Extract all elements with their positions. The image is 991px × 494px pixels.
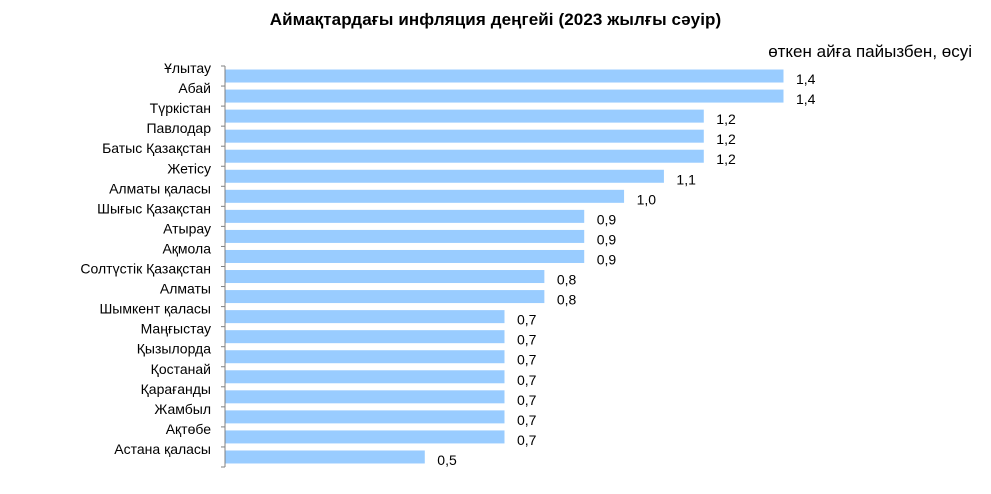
value-label: 0,9 bbox=[597, 251, 617, 267]
category-label: Батыс Қазақстан bbox=[102, 140, 211, 156]
category-label: Шымкент қаласы bbox=[99, 301, 211, 317]
chart-subtitle: өткен айға пайызбен, өсуі bbox=[768, 42, 972, 61]
category-label: Қызылорда bbox=[137, 341, 211, 357]
bar bbox=[225, 310, 505, 324]
bar bbox=[225, 169, 664, 183]
value-label: 0,7 bbox=[517, 392, 537, 408]
value-label: 0,7 bbox=[517, 332, 537, 348]
category-label: Алматы қаласы bbox=[109, 180, 211, 196]
value-label: 1,4 bbox=[796, 91, 816, 107]
bar bbox=[225, 129, 704, 143]
category-label: Атырау bbox=[163, 220, 211, 236]
chart-title: Аймақтардағы инфляция деңгейі (2023 жылғ… bbox=[269, 10, 722, 29]
bar bbox=[225, 249, 585, 263]
bar bbox=[225, 270, 545, 284]
bar bbox=[225, 109, 704, 123]
value-label: 0,7 bbox=[517, 312, 537, 328]
bar bbox=[225, 69, 784, 83]
bar bbox=[225, 410, 505, 424]
category-label: Ұлытау bbox=[164, 60, 211, 76]
category-label: Алматы bbox=[160, 281, 211, 297]
bar bbox=[225, 229, 585, 243]
category-label: Маңғыстау bbox=[141, 321, 211, 337]
bar bbox=[225, 350, 505, 364]
bar bbox=[225, 149, 704, 163]
value-label: 0,7 bbox=[517, 412, 537, 428]
value-label: 1,4 bbox=[796, 71, 816, 87]
category-label: Ақтөбе bbox=[166, 421, 212, 437]
value-label: 0,8 bbox=[557, 292, 577, 308]
category-label: Түркістан bbox=[150, 100, 211, 116]
bar bbox=[225, 209, 585, 223]
value-label: 0,9 bbox=[597, 211, 617, 227]
value-label: 0,5 bbox=[437, 452, 457, 468]
category-label: Қостанай bbox=[151, 361, 211, 377]
bar bbox=[225, 330, 505, 344]
bar bbox=[225, 89, 784, 103]
category-label: Ақмола bbox=[162, 240, 211, 256]
bars-layer bbox=[225, 69, 784, 464]
value-label: 0,9 bbox=[597, 231, 617, 247]
value-labels: 1,4 1,4 1,2 1,2 1,2 1,1 1,0 0,9 0,9 0,9 0,8 0,8 0,7 0… bbox=[437, 71, 815, 468]
value-label: 0,7 bbox=[517, 432, 537, 448]
category-label: Солтүстік Қазақстан bbox=[80, 261, 211, 277]
value-label: 1,2 bbox=[716, 131, 736, 147]
value-label: 0,8 bbox=[557, 272, 577, 288]
category-labels: Ұлытау Абай Түркістан Павлодар Батыс Қазақст… bbox=[80, 60, 211, 457]
category-label: Павлодар bbox=[146, 120, 211, 136]
value-label: 1,1 bbox=[676, 171, 696, 187]
value-label: 1,2 bbox=[716, 151, 736, 167]
category-label: Абай bbox=[178, 80, 211, 96]
category-label: Жетісу bbox=[167, 160, 211, 176]
value-label: 0,7 bbox=[517, 372, 537, 388]
category-label: Астана қаласы bbox=[114, 441, 211, 457]
bar bbox=[225, 290, 545, 304]
value-label: 1,2 bbox=[716, 111, 736, 127]
bar bbox=[225, 370, 505, 384]
category-label: Жамбыл bbox=[154, 401, 211, 417]
bar bbox=[225, 189, 625, 203]
value-label: 1,0 bbox=[637, 191, 657, 207]
category-label: Қарағанды bbox=[141, 381, 211, 397]
category-axis bbox=[221, 65, 226, 468]
bar bbox=[225, 450, 425, 464]
bar bbox=[225, 430, 505, 444]
category-label: Шығыс Қазақстан bbox=[97, 200, 211, 216]
bar bbox=[225, 390, 505, 404]
value-label: 0,7 bbox=[517, 352, 537, 368]
